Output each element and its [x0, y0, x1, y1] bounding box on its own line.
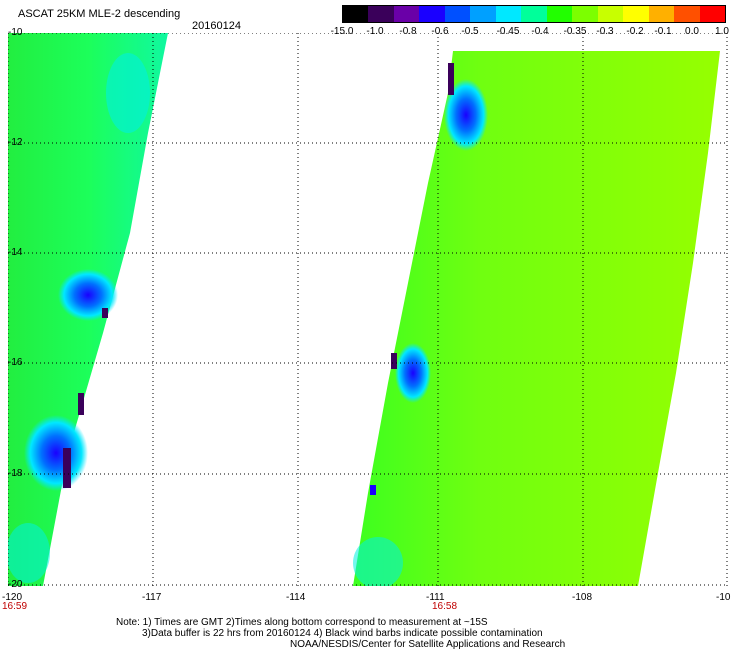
lat-label: -20 — [8, 579, 23, 590]
legend-color-swatch — [368, 6, 394, 22]
legend-label: -0.45 — [496, 26, 520, 37]
legend-label: -0.4 — [531, 26, 549, 37]
edge-pixel — [391, 353, 397, 369]
lon-label: -117 — [142, 592, 162, 603]
map-title: ASCAT 25KM MLE-2 descending — [18, 8, 181, 20]
lat-label: -12 — [8, 137, 23, 148]
color-legend-bar — [342, 5, 726, 23]
edge-pixel — [370, 485, 376, 495]
legend-label: 0.0 — [685, 26, 699, 37]
low-value-patch — [353, 537, 403, 586]
legend-color-swatch — [470, 6, 496, 22]
legend-color-swatch — [546, 6, 573, 22]
lat-label: -18 — [8, 468, 23, 479]
edge-pixel — [78, 393, 84, 415]
note-line-3: NOAA/NESDIS/Center for Satellite Applica… — [290, 639, 566, 650]
lon-label: -114 — [286, 592, 306, 603]
legend-label: -0.3 — [596, 26, 614, 37]
time-label: 16:59 — [2, 601, 28, 612]
legend-label: -0.6 — [431, 26, 449, 37]
lon-label: -10 — [716, 592, 731, 603]
legend-color-swatch — [495, 6, 522, 22]
low-value-patch — [444, 79, 488, 151]
lat-lon-grid — [8, 33, 728, 586]
color-legend-labels: -15.0 -1.0 -0.8 -0.6 -0.5 -0.45 -0.4 -0.… — [330, 26, 740, 38]
legend-label: -15.0 — [330, 26, 354, 37]
low-value-patch — [8, 523, 50, 583]
legend-color-swatch — [419, 6, 445, 22]
lat-label: -14 — [8, 247, 23, 258]
legend-label: 1.0 — [715, 26, 729, 37]
map-date: 20160124 — [192, 20, 241, 32]
low-value-patch — [106, 53, 150, 133]
lat-label: -10 — [8, 27, 23, 38]
edge-pixel — [63, 448, 71, 488]
legend-label: -0.1 — [654, 26, 672, 37]
legend-color-swatch — [521, 6, 547, 22]
lon-label: -120 — [2, 592, 23, 603]
legend-label: -0.8 — [399, 26, 417, 37]
legend-color-swatch — [343, 6, 369, 22]
swath-right — [353, 51, 720, 586]
legend-label: -0.35 — [563, 26, 587, 37]
legend-color-swatch — [623, 6, 649, 22]
swath-map — [8, 33, 728, 586]
low-value-patch — [395, 343, 431, 403]
legend-color-swatch — [699, 6, 726, 22]
legend-color-swatch — [444, 6, 471, 22]
lon-label: -111 — [426, 592, 445, 603]
legend-color-swatch — [674, 6, 700, 22]
note-line-2: 3)Data buffer is 22 hrs from 20160124 4)… — [142, 628, 543, 639]
lon-label: -108 — [572, 592, 593, 603]
note-line-1: Note: 1) Times are GMT 2)Times along bot… — [116, 617, 488, 628]
edge-pixel — [102, 308, 108, 318]
edge-pixel — [448, 63, 454, 95]
legend-label: -0.5 — [461, 26, 479, 37]
low-value-patch — [24, 415, 88, 491]
legend-color-swatch — [597, 6, 624, 22]
legend-color-swatch — [572, 6, 598, 22]
legend-color-swatch — [648, 6, 675, 22]
legend-label: -0.2 — [626, 26, 644, 37]
lat-label: -16 — [8, 357, 23, 368]
low-value-patch — [58, 269, 118, 321]
time-label: 16:58 — [432, 601, 458, 612]
legend-label: -1.0 — [366, 26, 384, 37]
legend-color-swatch — [393, 6, 420, 22]
